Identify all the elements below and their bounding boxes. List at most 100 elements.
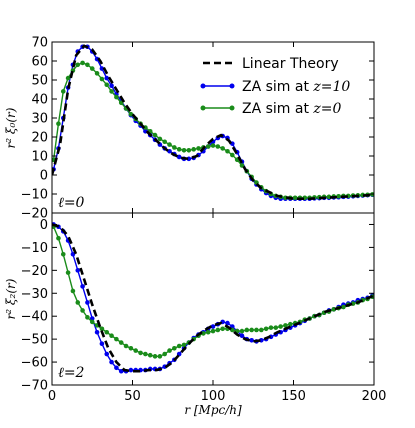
data-point-za-sim-at-z-10 <box>118 368 124 374</box>
data-point-za-sim-at-z-0 <box>75 300 81 305</box>
data-point-za-sim-at-z-0 <box>215 327 221 333</box>
series-line-linear-theory <box>52 223 374 373</box>
data-point-za-sim-at-z-0 <box>172 145 177 150</box>
data-point-za-sim-at-z-10 <box>114 365 119 371</box>
legend-z0-marker <box>200 105 206 111</box>
data-point-za-sim-at-z-0 <box>181 342 187 348</box>
legend-label-linear: Linear Theory <box>242 56 339 72</box>
data-point-za-sim-at-z-0 <box>341 304 346 310</box>
legend: Linear Theory ZA sim at z=10 ZA sim at z… <box>200 56 350 117</box>
data-point-za-sim-at-z-0 <box>230 152 235 158</box>
data-point-za-sim-at-z-0 <box>273 325 279 330</box>
data-point-za-sim-at-z-10 <box>210 324 216 329</box>
ytick-label: 0 <box>40 218 48 233</box>
data-point-za-sim-at-z-10 <box>99 66 105 71</box>
xtick-label: 150 <box>281 389 306 404</box>
data-point-za-sim-at-z-0 <box>292 195 298 201</box>
data-point-za-sim-at-z-0 <box>157 136 163 142</box>
xtick-label: 200 <box>362 389 387 404</box>
data-point-za-sim-at-z-0 <box>80 308 85 313</box>
data-point-za-sim-at-z-0 <box>80 60 85 66</box>
ytick-label: −50 <box>21 333 48 348</box>
ytick-label: −10 <box>21 188 48 203</box>
ytick-label: 0 <box>40 169 48 184</box>
data-point-za-sim-at-z-0 <box>220 326 225 332</box>
ytick-label: −60 <box>21 356 48 371</box>
data-point-za-sim-at-z-10 <box>109 359 114 365</box>
data-point-za-sim-at-z-10 <box>109 83 114 88</box>
data-point-za-sim-at-z-0 <box>268 325 274 330</box>
annotation-l0: ℓ=0 <box>58 195 85 211</box>
ytick-label: −30 <box>21 287 48 302</box>
data-point-za-sim-at-z-0 <box>138 350 143 356</box>
data-point-za-sim-at-z-0 <box>99 326 105 332</box>
data-point-za-sim-at-z-0 <box>176 343 182 349</box>
panel-quadrupole: −70 −60 −50 −40 −30 −20 −10 0 0 50 100 150 200 r² ξ₂… <box>4 212 387 417</box>
data-point-za-sim-at-z-0 <box>167 142 172 147</box>
ytick-label: 40 <box>31 93 48 108</box>
data-point-za-sim-at-z-10 <box>104 351 110 357</box>
data-point-za-sim-at-z-10 <box>225 320 230 326</box>
data-point-za-sim-at-z-0 <box>152 132 158 138</box>
data-point-za-sim-at-z-10 <box>85 300 90 305</box>
data-point-za-sim-at-z-0 <box>56 235 61 241</box>
data-point-za-sim-at-z-10 <box>89 316 95 321</box>
data-point-za-sim-at-z-0 <box>109 89 114 94</box>
data-point-za-sim-at-z-0 <box>75 62 81 68</box>
ytick-label: −70 <box>21 379 48 394</box>
data-point-za-sim-at-z-0 <box>205 144 211 149</box>
series-line-za-sim-at-z-10 <box>53 223 373 372</box>
data-point-za-sim-at-z-0 <box>287 321 293 327</box>
xlabel: r [Mpc/h] <box>184 403 242 417</box>
data-point-za-sim-at-z-0 <box>128 346 134 351</box>
ytick-label: −20 <box>21 207 48 222</box>
data-point-za-sim-at-z-0 <box>65 270 71 275</box>
data-point-za-sim-at-z-10 <box>230 324 235 329</box>
data-point-za-sim-at-z-0 <box>114 94 119 100</box>
data-point-za-sim-at-z-0 <box>123 343 129 349</box>
data-point-za-sim-at-z-10 <box>75 268 81 273</box>
data-point-za-sim-at-z-10 <box>80 284 85 289</box>
data-point-za-sim-at-z-0 <box>104 329 110 335</box>
data-point-za-sim-at-z-0 <box>186 148 192 153</box>
ytick-label: 60 <box>31 55 48 70</box>
legend-label-z0: ZA sim at z=0 <box>242 101 342 117</box>
ytick-label: 50 <box>31 74 48 89</box>
series-line-linear-theory <box>52 44 374 201</box>
panel-monopole: −20 −10 0 10 20 30 40 50 60 70 r² ξ₀(r) ℓ=0 Linea… <box>4 36 375 222</box>
data-point-za-sim-at-z-10 <box>70 251 76 257</box>
data-point-za-sim-at-z-0 <box>244 327 250 333</box>
data-point-za-sim-at-z-0 <box>263 326 269 332</box>
data-point-za-sim-at-z-0 <box>109 333 114 338</box>
data-point-za-sim-at-z-0 <box>215 144 221 149</box>
data-point-za-sim-at-z-10 <box>128 367 134 373</box>
data-point-za-sim-at-z-0 <box>172 346 177 351</box>
data-point-za-sim-at-z-10 <box>249 337 254 343</box>
ytick-label: −20 <box>21 264 48 279</box>
data-point-za-sim-at-z-0 <box>162 351 167 357</box>
data-point-za-sim-at-z-0 <box>104 82 110 88</box>
data-point-za-sim-at-z-0 <box>56 121 61 126</box>
data-point-za-sim-at-z-0 <box>152 354 158 359</box>
data-point-za-sim-at-z-0 <box>65 75 71 81</box>
xtick-label: 0 <box>48 389 56 404</box>
ytick-label: 70 <box>31 36 48 51</box>
legend-z0-marker <box>229 105 235 111</box>
data-point-za-sim-at-z-0 <box>181 148 187 153</box>
data-point-za-sim-at-z-0 <box>167 348 172 353</box>
data-point-za-sim-at-z-0 <box>60 89 66 94</box>
data-point-za-sim-at-z-0 <box>259 327 264 333</box>
xtick-label: 100 <box>201 389 226 404</box>
data-point-za-sim-at-z-0 <box>239 328 245 334</box>
annotation-l2: ℓ=2 <box>58 365 85 381</box>
series-line-za-sim-at-z-0 <box>52 226 373 358</box>
data-point-za-sim-at-z-10 <box>99 341 105 347</box>
data-point-za-sim-at-z-0 <box>60 251 66 257</box>
data-point-za-sim-at-z-10 <box>176 154 182 160</box>
data-point-za-sim-at-z-0 <box>205 329 211 335</box>
ytick-label: −10 <box>21 241 48 256</box>
data-point-za-sim-at-z-0 <box>336 193 341 199</box>
data-point-za-sim-at-z-0 <box>70 288 76 294</box>
data-point-za-sim-at-z-0 <box>157 354 163 359</box>
